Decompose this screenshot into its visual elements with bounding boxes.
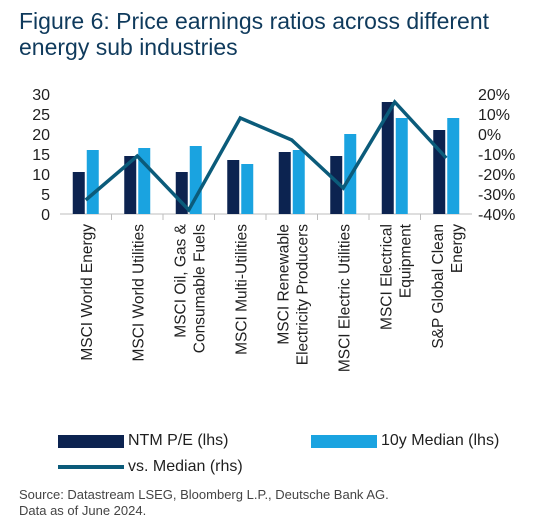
chart-title: Figure 6: Price earnings ratios across d… — [19, 8, 549, 60]
bar-ntm-pe — [72, 172, 85, 214]
y-right-tick-label: -30% — [478, 187, 515, 204]
x-category-label: MSCI Electric Utilities — [336, 224, 353, 372]
y-left-tick-label: 25 — [32, 107, 50, 124]
y-left-tick-label: 15 — [32, 147, 50, 164]
bar-ntm-pe — [278, 152, 291, 214]
x-category-label-line: MSCI Electrical — [378, 224, 395, 330]
x-category-label-line: MSCI World Energy — [79, 224, 96, 361]
line-vs-median — [84, 99, 448, 213]
x-category-label: MSCI World Energy — [79, 224, 96, 361]
y-right-tick-label: 0% — [478, 127, 501, 144]
x-category-label: S&P Global Clean Energy — [430, 224, 466, 349]
y-right-tick-label: 20% — [478, 87, 510, 104]
legend-swatch-ntm — [58, 434, 124, 448]
y-left-tick-label: 5 — [41, 187, 50, 204]
bar-10y-median — [447, 118, 460, 214]
x-category-label-line: MSCI Multi-Utilities — [233, 224, 250, 355]
legend-label-vs-median: vs. Median (rhs) — [128, 458, 243, 475]
legend-swatch-vs-median — [58, 465, 124, 469]
legend-item-ntm: NTM P/E (lhs) — [58, 432, 228, 450]
y-right-tick-label: -10% — [478, 147, 515, 164]
bar-ntm-pe — [330, 156, 343, 214]
y-left-tick-label: 10 — [32, 167, 50, 184]
legend-swatch-median — [311, 434, 377, 448]
bar-10y-median — [86, 150, 99, 214]
x-category-label-line: Equipment — [397, 223, 414, 298]
x-category-label-line: MSCI Renewable — [275, 224, 292, 345]
legend-item-vs-median: vs. Median (rhs) — [58, 458, 243, 476]
source-line-1: Source: Datastream LSEG, Bloomberg L.P.,… — [19, 487, 389, 502]
source-note: Source: Datastream LSEG, Bloomberg L.P.,… — [19, 487, 539, 519]
x-category-label: MSCI Oil, Gas & Consumable Fuels — [172, 223, 208, 353]
bar-10y-median — [395, 118, 408, 214]
legend-label-ntm: NTM P/E (lhs) — [128, 432, 229, 449]
source-line-2: Data as of June 2024. — [19, 503, 147, 518]
x-category-label-line: MSCI World Utilities — [130, 224, 147, 362]
chart-title-line-1: Figure 6: Price earnings ratios across d… — [19, 8, 490, 34]
y-left-tick-label: 20 — [32, 127, 50, 144]
bar-10y-median — [292, 150, 305, 214]
pe-ratio-chart: 0 5 10 15 20 25 30 -40% -30% -20% -10% 0% 10% 20% MSCI… — [32, 87, 515, 372]
x-category-label-line: S&P Global Clean — [430, 224, 447, 349]
y-left-tick-label: 0 — [41, 207, 50, 224]
bar-10y-median — [241, 164, 254, 214]
y-right-tick-label: -20% — [478, 167, 515, 184]
y-right-tick-label: -40% — [478, 207, 515, 224]
chart-title-line-2: energy sub industries — [19, 34, 238, 60]
bar-ntm-pe — [227, 160, 240, 214]
x-category-label: MSCI Multi-Utilities — [233, 224, 250, 355]
x-category-label-line: MSCI Oil, Gas & — [172, 223, 189, 337]
legend-item-median: 10y Median (lhs) — [311, 432, 499, 450]
x-category-label: MSCI Renewable Electricity Producers — [275, 224, 311, 366]
x-category-label: MSCI World Utilities — [130, 224, 147, 362]
x-category-label-line: MSCI Electric Utilities — [336, 224, 353, 372]
y-left-tick-label: 30 — [32, 87, 50, 104]
bar-10y-median — [189, 146, 202, 214]
legend-label-median: 10y Median (lhs) — [381, 432, 500, 449]
bar-ntm-pe — [433, 130, 446, 214]
bar-ntm-pe — [381, 102, 394, 214]
x-category-label-line: Consumable Fuels — [191, 224, 208, 353]
y-right-tick-label: 10% — [478, 107, 510, 124]
chart-legend: NTM P/E (lhs) 10y Median (lhs) vs. Media… — [58, 432, 538, 480]
x-category-label-line: Energy — [449, 224, 466, 273]
x-category-label-line: Electricity Producers — [294, 224, 311, 366]
x-category-label: MSCI Electrical Equipment — [378, 223, 414, 330]
bar-ntm-pe — [124, 156, 137, 214]
